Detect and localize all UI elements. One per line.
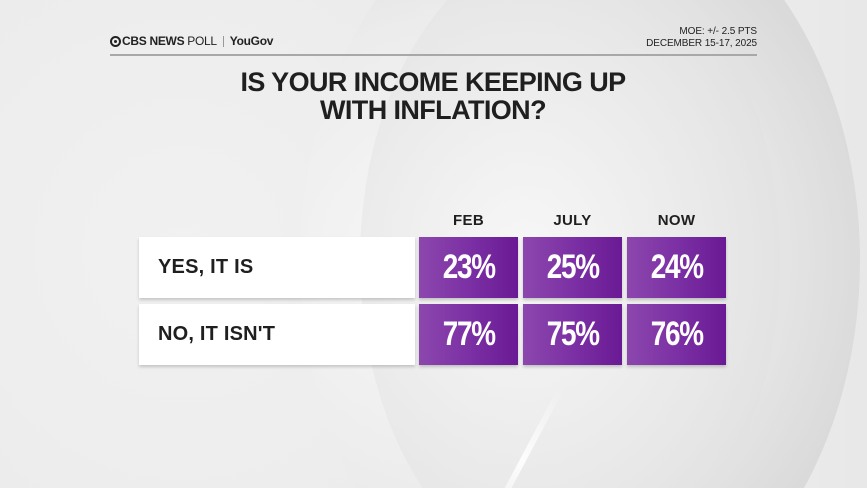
column-header-now: NOW bbox=[657, 212, 696, 229]
column-header-feb: FEB bbox=[453, 212, 484, 229]
brand-name: CBS NEWS bbox=[122, 34, 185, 48]
header: CBS NEWS POLL YouGov MOE: +/- 2.5 PTS DE… bbox=[110, 22, 757, 56]
logo-separator bbox=[222, 35, 224, 47]
value-cell-feb: 23% bbox=[419, 237, 518, 298]
column-header-july: JULY bbox=[553, 212, 592, 229]
row-label: YES, IT IS bbox=[139, 237, 415, 298]
cbs-eye-icon bbox=[110, 35, 121, 47]
row-label: NO, IT ISN'T bbox=[139, 304, 415, 365]
poll-dates: DECEMBER 15-17, 2025 bbox=[646, 38, 757, 49]
chart-title: IS YOUR INCOME KEEPING UP WITH INFLATION… bbox=[120, 68, 746, 124]
poll-meta: MOE: +/- 2.5 PTS DECEMBER 15-17, 2025 bbox=[646, 26, 757, 50]
poll-label: POLL bbox=[187, 34, 217, 48]
column-headers: FEB JULY NOW bbox=[0, 212, 867, 232]
value-cell-july: 25% bbox=[523, 237, 622, 298]
value-cell-now: 76% bbox=[627, 304, 726, 365]
value-cell-now: 24% bbox=[627, 237, 726, 298]
value: 77% bbox=[442, 315, 495, 353]
title-line-2: WITH INFLATION? bbox=[320, 95, 547, 125]
header-divider bbox=[110, 54, 757, 56]
value: 24% bbox=[650, 248, 703, 286]
value-cell-july: 75% bbox=[523, 304, 622, 365]
value-cell-feb: 77% bbox=[419, 304, 518, 365]
value: 75% bbox=[546, 315, 599, 353]
value: 25% bbox=[546, 248, 599, 286]
cbs-poll-logo: CBS NEWS POLL YouGov bbox=[110, 34, 273, 48]
partner-name: YouGov bbox=[229, 34, 274, 48]
margin-of-error: MOE: +/- 2.5 PTS bbox=[679, 26, 757, 37]
value: 23% bbox=[442, 248, 495, 286]
value: 76% bbox=[650, 315, 703, 353]
title-line-1: IS YOUR INCOME KEEPING UP bbox=[240, 67, 626, 97]
